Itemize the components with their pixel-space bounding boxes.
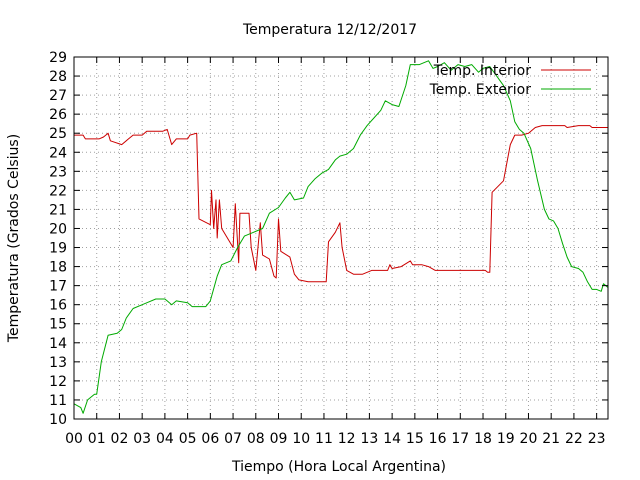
y-tick-label: 11 — [49, 393, 67, 409]
x-tick-label: 05 — [179, 431, 197, 447]
x-tick-label: 13 — [360, 431, 378, 447]
x-tick-label: 11 — [315, 431, 333, 447]
y-tick-label: 12 — [49, 374, 67, 390]
y-axis-label: Temperatura (Grados Celsius) — [6, 134, 22, 343]
y-tick-label: 20 — [49, 221, 67, 237]
plot-frame — [73, 56, 609, 420]
legend: Temp. Interior Temp. Exterior — [429, 63, 591, 98]
y-tick-label: 10 — [49, 412, 67, 428]
x-tick-label: 07 — [224, 431, 242, 447]
y-tick-label: 23 — [49, 164, 67, 180]
x-tick-label: 01 — [88, 431, 106, 447]
legend-label: Temp. Exterior — [429, 82, 532, 98]
x-tick-label: 00 — [65, 431, 83, 447]
x-tick-label: 09 — [270, 431, 288, 447]
y-tick-label: 27 — [49, 88, 67, 104]
x-tick-label: 18 — [474, 431, 492, 447]
x-tick-label: 17 — [451, 431, 469, 447]
tick-layer: 1011121314151617181920212223242526272829… — [49, 50, 608, 447]
y-tick-label: 16 — [49, 298, 67, 314]
x-tick-label: 03 — [133, 431, 151, 447]
x-tick-label: 02 — [111, 431, 129, 447]
y-tick-label: 18 — [49, 260, 67, 276]
x-tick-label: 06 — [201, 431, 219, 447]
x-tick-label: 12 — [338, 431, 356, 447]
x-tick-label: 19 — [497, 431, 515, 447]
x-tick-label: 14 — [383, 431, 401, 447]
x-tick-label: 04 — [156, 431, 174, 447]
y-tick-label: 13 — [49, 355, 67, 371]
series-layer — [73, 60, 609, 414]
y-tick-label: 15 — [49, 317, 67, 333]
y-tick-label: 19 — [49, 241, 67, 257]
y-tick-label: 21 — [49, 202, 67, 218]
y-tick-label: 28 — [49, 69, 67, 85]
x-tick-label: 08 — [247, 431, 265, 447]
y-tick-label: 14 — [49, 336, 67, 352]
x-tick-label: 16 — [429, 431, 447, 447]
y-tick-label: 17 — [49, 279, 67, 295]
x-tick-label: 10 — [292, 431, 310, 447]
y-tick-label: 25 — [49, 126, 67, 142]
x-tick-label: 23 — [588, 431, 606, 447]
series-line-temp-exterior — [73, 60, 609, 414]
y-tick-label: 24 — [49, 145, 67, 161]
series-line-temp-interior — [74, 125, 608, 283]
legend-label: Temp. Interior — [433, 63, 532, 79]
y-tick-label: 29 — [49, 50, 67, 66]
x-tick-label: 22 — [565, 431, 583, 447]
chart-title: Temperatura 12/12/2017 — [242, 22, 417, 38]
x-tick-label: 15 — [406, 431, 424, 447]
x-axis-label: Tiempo (Hora Local Argentina) — [231, 459, 446, 475]
grid-layer — [74, 57, 608, 419]
x-tick-label: 20 — [520, 431, 538, 447]
y-tick-label: 22 — [49, 183, 67, 199]
x-tick-label: 21 — [542, 431, 560, 447]
y-tick-label: 26 — [49, 107, 67, 123]
